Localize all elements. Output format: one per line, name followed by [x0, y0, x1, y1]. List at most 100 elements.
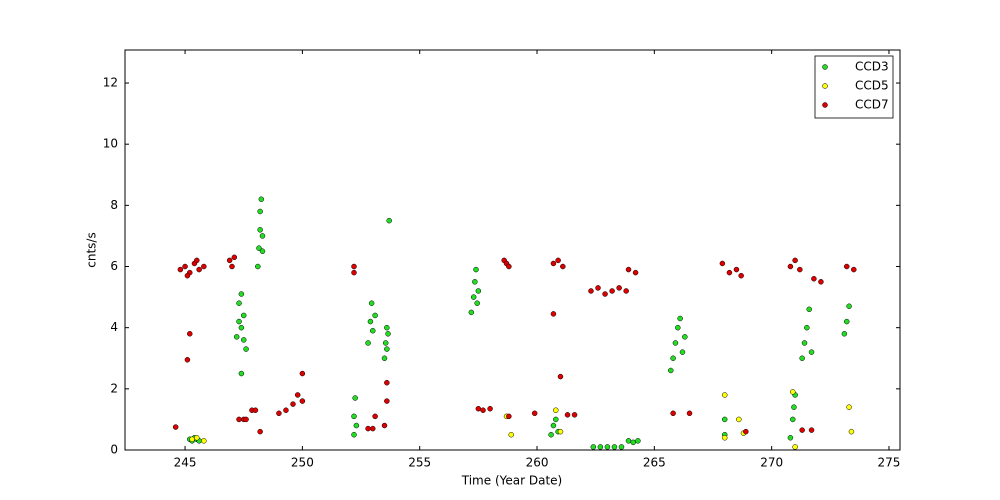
data-point	[846, 404, 852, 410]
data-point	[172, 424, 179, 430]
data-point	[256, 245, 262, 251]
data-point	[382, 340, 389, 346]
data-point	[630, 439, 636, 446]
y-tick-label: 12	[103, 76, 118, 90]
data-point	[625, 266, 632, 273]
data-point	[726, 269, 733, 276]
data-point	[597, 444, 604, 450]
x-tick-label: 260	[526, 456, 549, 470]
x-tick-label: 270	[760, 456, 783, 470]
data-point	[299, 370, 306, 377]
data-point	[602, 291, 608, 297]
data-point	[243, 346, 249, 352]
data-point	[799, 427, 805, 433]
data-point	[806, 306, 812, 313]
data-point	[791, 404, 797, 410]
data-point	[257, 428, 263, 435]
data-point	[194, 435, 200, 441]
data-point	[384, 346, 390, 352]
data-point	[846, 303, 852, 310]
data-point	[668, 367, 674, 374]
data-point	[632, 269, 639, 276]
data-point	[560, 263, 566, 270]
data-point	[843, 263, 850, 270]
data-point	[550, 422, 557, 429]
data-point	[201, 263, 207, 270]
data-point	[367, 318, 374, 325]
data-point	[733, 266, 740, 273]
data-point	[194, 257, 200, 264]
data-point	[604, 444, 611, 450]
data-point	[736, 416, 742, 423]
data-point	[801, 340, 808, 346]
data-point	[811, 275, 817, 282]
data-point	[808, 427, 815, 433]
data-point	[611, 444, 618, 450]
data-point	[618, 444, 625, 450]
data-point	[623, 288, 629, 294]
data-point	[243, 416, 249, 423]
data-point	[721, 392, 728, 398]
data-point	[252, 407, 259, 413]
data-point	[236, 318, 242, 325]
data-point	[508, 431, 514, 438]
data-point	[351, 269, 357, 276]
data-point	[557, 428, 564, 435]
data-point	[790, 416, 796, 423]
data-point	[818, 279, 824, 285]
data-point	[571, 412, 578, 418]
x-tick-label: 275	[878, 456, 901, 470]
data-point	[595, 285, 601, 291]
data-point	[372, 312, 378, 319]
data-point	[686, 410, 693, 417]
y-tick-label: 2	[110, 381, 118, 395]
y-tick-label: 6	[110, 259, 118, 273]
data-point	[480, 407, 486, 413]
data-point	[384, 379, 390, 386]
data-point	[792, 444, 798, 450]
data-point	[381, 422, 388, 429]
data-point	[675, 324, 681, 331]
data-point	[473, 266, 479, 273]
data-point	[352, 395, 358, 401]
data-point	[386, 217, 392, 224]
data-point	[299, 398, 306, 404]
y-tick-label: 0	[110, 443, 118, 457]
data-point	[743, 428, 749, 435]
data-point	[790, 389, 796, 395]
data-point	[370, 425, 376, 432]
x-axis-label: Time (Year Date)	[461, 474, 562, 488]
data-point	[372, 413, 378, 420]
data-point	[550, 311, 557, 317]
data-point	[182, 263, 188, 270]
data-point	[470, 294, 477, 300]
legend-marker	[822, 64, 828, 70]
data-point	[238, 291, 245, 297]
y-tick-label: 10	[103, 137, 118, 151]
data-point	[721, 416, 728, 423]
data-point	[381, 355, 388, 362]
data-point	[555, 257, 561, 264]
data-point	[721, 435, 728, 441]
data-point	[184, 357, 191, 363]
data-point	[236, 416, 242, 423]
data-point	[787, 435, 794, 441]
data-point	[240, 337, 247, 343]
legend-label: CCD3	[855, 60, 889, 74]
data-point	[472, 279, 478, 285]
x-tick-label: 255	[408, 456, 431, 470]
data-point	[625, 438, 632, 444]
data-point	[679, 349, 686, 355]
data-point	[229, 263, 235, 270]
data-point	[635, 438, 641, 444]
data-point	[351, 263, 357, 270]
data-point	[799, 355, 805, 362]
data-point	[531, 410, 538, 417]
y-tick-label: 4	[110, 320, 118, 334]
data-point	[550, 260, 557, 267]
data-point	[851, 266, 857, 273]
data-point	[564, 412, 571, 418]
data-point	[196, 266, 202, 273]
data-point	[189, 436, 195, 443]
data-point	[475, 405, 482, 412]
